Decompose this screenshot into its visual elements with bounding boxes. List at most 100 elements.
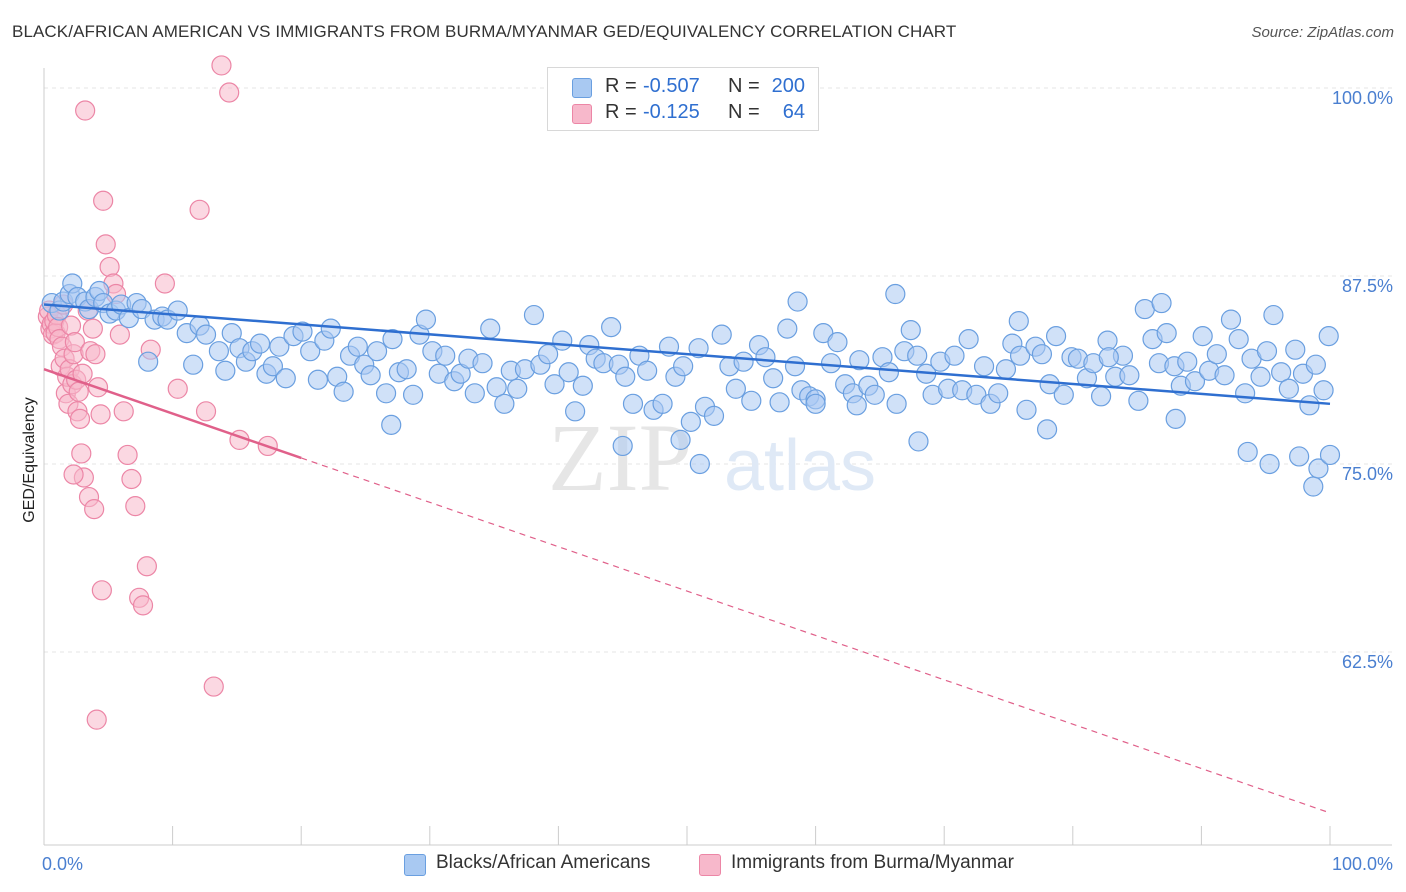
blacks-point: [275, 368, 296, 389]
blacks-point: [375, 383, 397, 404]
blacks-point: [1031, 344, 1053, 365]
burma-point: [95, 234, 116, 255]
blacks-point: [195, 324, 217, 345]
blacks-point: [944, 345, 965, 366]
blacks-point: [464, 383, 485, 404]
r-value: -0.125: [643, 101, 700, 123]
blacks-point: [1008, 310, 1029, 332]
r-value: -0.507: [643, 75, 700, 97]
burma-point: [71, 443, 92, 464]
blacks-point: [396, 359, 417, 380]
legend-label: Immigrants from Burma/Myanmar: [731, 852, 1014, 873]
blacks-point: [1220, 309, 1242, 330]
blacks-point: [1214, 365, 1235, 386]
blacks-point: [382, 329, 403, 350]
blacks-point: [1156, 323, 1177, 344]
blacks-point: [1039, 374, 1060, 395]
blacks-point: [1192, 326, 1213, 347]
burma-point: [84, 498, 105, 520]
burma-point: [82, 318, 103, 339]
blacks-point: [269, 336, 290, 357]
blacks-point: [805, 393, 826, 414]
blacks-point: [601, 317, 622, 338]
blacks-point: [1250, 366, 1271, 387]
blacks-point: [435, 345, 456, 366]
burma-point: [189, 199, 210, 220]
blacks-point: [1305, 354, 1326, 375]
blacks-point: [1278, 378, 1299, 399]
legend-label: Blacks/African Americans: [436, 852, 651, 873]
burma-trend-line: [43, 368, 302, 460]
blacks-point: [208, 341, 229, 362]
burma-point: [125, 495, 146, 517]
watermark-atlas: atlas: [724, 426, 876, 506]
blacks-point: [711, 324, 732, 345]
blacks-point: [249, 333, 271, 354]
burma-point: [99, 256, 120, 278]
blue-swatch: [572, 78, 592, 98]
blacks-point: [183, 354, 204, 375]
burma-point: [195, 401, 217, 422]
blacks-point: [472, 353, 493, 374]
blacks-point: [1016, 399, 1037, 420]
y-tick-label: 62.5%: [1342, 652, 1393, 672]
trend-lines: [43, 303, 1331, 814]
blacks-point: [307, 369, 329, 390]
chart-title: BLACK/AFRICAN AMERICAN VS IMMIGRANTS FRO…: [12, 22, 957, 41]
blacks-point: [827, 332, 848, 353]
blacks-point: [849, 350, 870, 371]
blacks-point: [1090, 386, 1112, 407]
blacks-point: [1184, 371, 1206, 392]
blacks-point: [538, 344, 559, 365]
blacks-point: [958, 329, 979, 350]
burma-point: [91, 580, 112, 601]
blacks-point: [480, 318, 501, 339]
blacks-point: [973, 356, 995, 377]
blacks-point: [615, 366, 636, 387]
blacks-point: [494, 393, 515, 414]
blacks-point: [1319, 444, 1341, 466]
burma-point: [68, 381, 89, 402]
blacks-point: [1237, 441, 1258, 463]
blacks-point: [402, 384, 424, 405]
blacks-point: [846, 395, 867, 416]
x-tick-label: 0.0%: [42, 854, 83, 874]
r-label: R =: [605, 75, 637, 97]
blacks-point: [878, 362, 900, 383]
blacks-point: [784, 356, 806, 377]
burma-point: [93, 190, 114, 211]
blacks-point: [262, 356, 284, 377]
blacks-point: [1259, 453, 1280, 475]
blacks-point: [886, 393, 907, 414]
r-label: R =: [605, 101, 637, 123]
pink-series-points: [37, 55, 278, 730]
x-tick-label: 100.0%: [1332, 854, 1393, 874]
blacks-point: [1285, 339, 1306, 360]
blacks-point: [908, 431, 929, 452]
blacks-trend-line: [43, 303, 1331, 406]
blacks-point: [558, 362, 579, 383]
burma-point: [132, 595, 154, 616]
blacks-point: [544, 374, 565, 395]
blacks-point: [565, 401, 586, 422]
stats-row-blue: R = -0.507 N = 200: [548, 75, 818, 101]
blacks-point: [381, 414, 402, 435]
n-value: 200: [771, 75, 805, 97]
blacks-point: [572, 375, 593, 396]
blacks-point: [1151, 292, 1172, 314]
blacks-point: [486, 377, 507, 398]
blacks-point: [347, 336, 368, 357]
burma-point: [63, 464, 84, 485]
blue-series-points: [41, 273, 1341, 497]
blacks-point: [1318, 326, 1339, 347]
x-tick-labels: 0.0% 100.0%: [42, 854, 1393, 874]
blacks-point: [787, 291, 808, 312]
blacks-point: [1256, 341, 1278, 362]
blacks-point: [167, 300, 188, 321]
blacks-point: [1308, 458, 1329, 479]
blacks-point: [1206, 344, 1227, 365]
blacks-point: [1299, 395, 1320, 416]
blacks-point: [1271, 362, 1292, 383]
blacks-point: [1098, 347, 1119, 368]
burma-point: [121, 468, 142, 490]
